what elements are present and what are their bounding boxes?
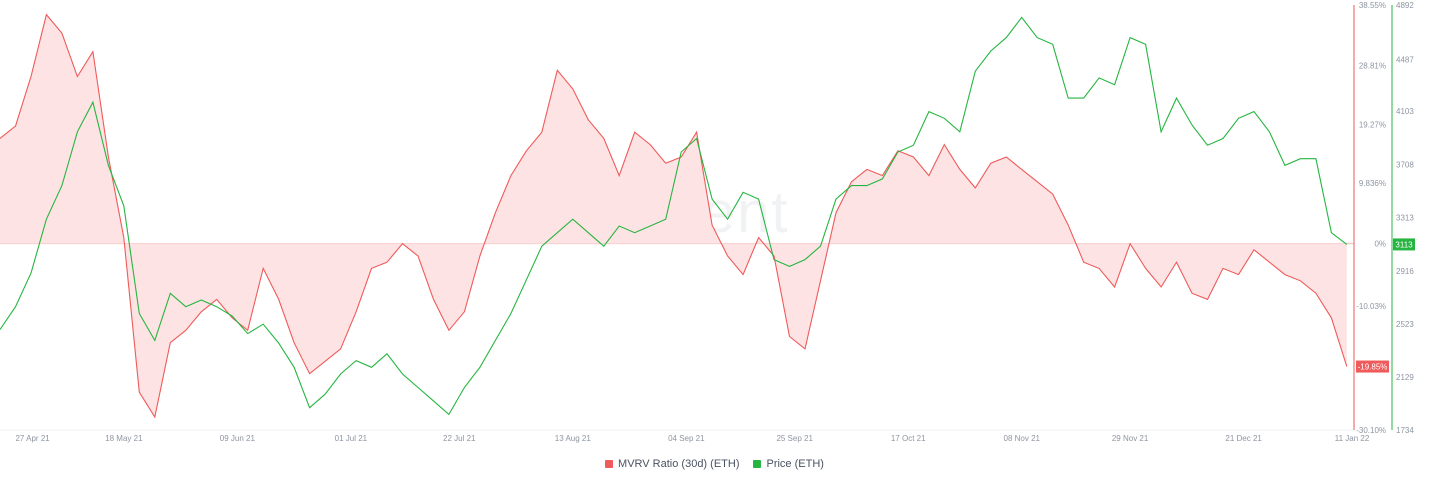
series-lines — [0, 13, 1348, 419]
x-tick-label: 25 Sep 21 — [776, 434, 813, 443]
x-tick-label: 04 Sep 21 — [668, 434, 705, 443]
x-tick-label: 22 Jul 21 — [443, 434, 476, 443]
y-right-tick-label: 4103 — [1396, 107, 1414, 116]
x-tick-label: 13 Aug 21 — [555, 434, 592, 443]
mvrv-area-layer — [0, 14, 1347, 417]
y-left-tick-label: 19.27% — [1359, 120, 1386, 129]
x-tick-label: 08 Nov 21 — [1004, 434, 1041, 443]
y-right-tick-label: 2523 — [1396, 320, 1414, 329]
mvrv-current-tag — [1356, 360, 1389, 373]
y-left-tick-label: 0% — [1374, 240, 1386, 249]
y-right-tick-label: 3708 — [1396, 160, 1414, 169]
legend-swatch-price — [753, 460, 762, 468]
mvrv-current-value: -19.85% — [1358, 363, 1388, 372]
legend: MVRV Ratio (30d) (ETH) Price (ETH) — [0, 458, 1429, 470]
y-left-tick-label: 9.836% — [1359, 179, 1386, 188]
legend-item-price[interactable]: Price (ETH) — [753, 458, 824, 470]
x-tick-label: 29 Nov 21 — [1112, 434, 1149, 443]
price-current-value: 3113 — [1395, 240, 1413, 249]
price-line[interactable] — [0, 16, 1348, 416]
current-value-tags: -19.85% 3113 — [1356, 238, 1415, 373]
y-right-tick-label: 2916 — [1396, 267, 1414, 276]
legend-swatch-mvrv — [605, 460, 614, 468]
y-right-tick-label: 1734 — [1396, 426, 1414, 435]
y-left-tick-label: 28.81% — [1359, 61, 1386, 70]
y-right-tick-label: 4487 — [1396, 56, 1414, 65]
y-left-tick-label: -10.03% — [1356, 302, 1386, 311]
x-tick-label: 11 Jan 22 — [1335, 434, 1370, 443]
y-right-tick-label: 4892 — [1396, 1, 1414, 10]
tick-labels: 27 Apr 21 18 May 21 09 Jun 21 01 Jul 21 22 J… — [15, 1, 1414, 443]
x-tick-label: 09 Jun 21 — [220, 434, 256, 443]
y-left-tick-label: -30.10% — [1356, 426, 1386, 435]
x-tick-label: 27 Apr 21 — [15, 434, 50, 443]
legend-label-price: Price (ETH) — [766, 458, 824, 470]
x-tick-label: 21 Dec 21 — [1225, 434, 1262, 443]
price-current-tag — [1393, 238, 1415, 251]
legend-label-mvrv: MVRV Ratio (30d) (ETH) — [618, 458, 740, 470]
x-tick-label: 18 May 21 — [105, 434, 143, 443]
axes — [1353, 5, 1393, 430]
y-right-tick-label: 2129 — [1396, 373, 1414, 382]
x-tick-label: 17 Oct 21 — [891, 434, 926, 443]
y-right-tick-label: 3313 — [1396, 214, 1414, 223]
mvrv-line[interactable] — [0, 13, 1348, 419]
x-tick-label: 01 Jul 21 — [335, 434, 368, 443]
legend-item-mvrv[interactable]: MVRV Ratio (30d) (ETH) — [605, 458, 739, 470]
y-left-tick-label: 38.55% — [1359, 1, 1386, 10]
mvrv-area — [0, 14, 1347, 417]
